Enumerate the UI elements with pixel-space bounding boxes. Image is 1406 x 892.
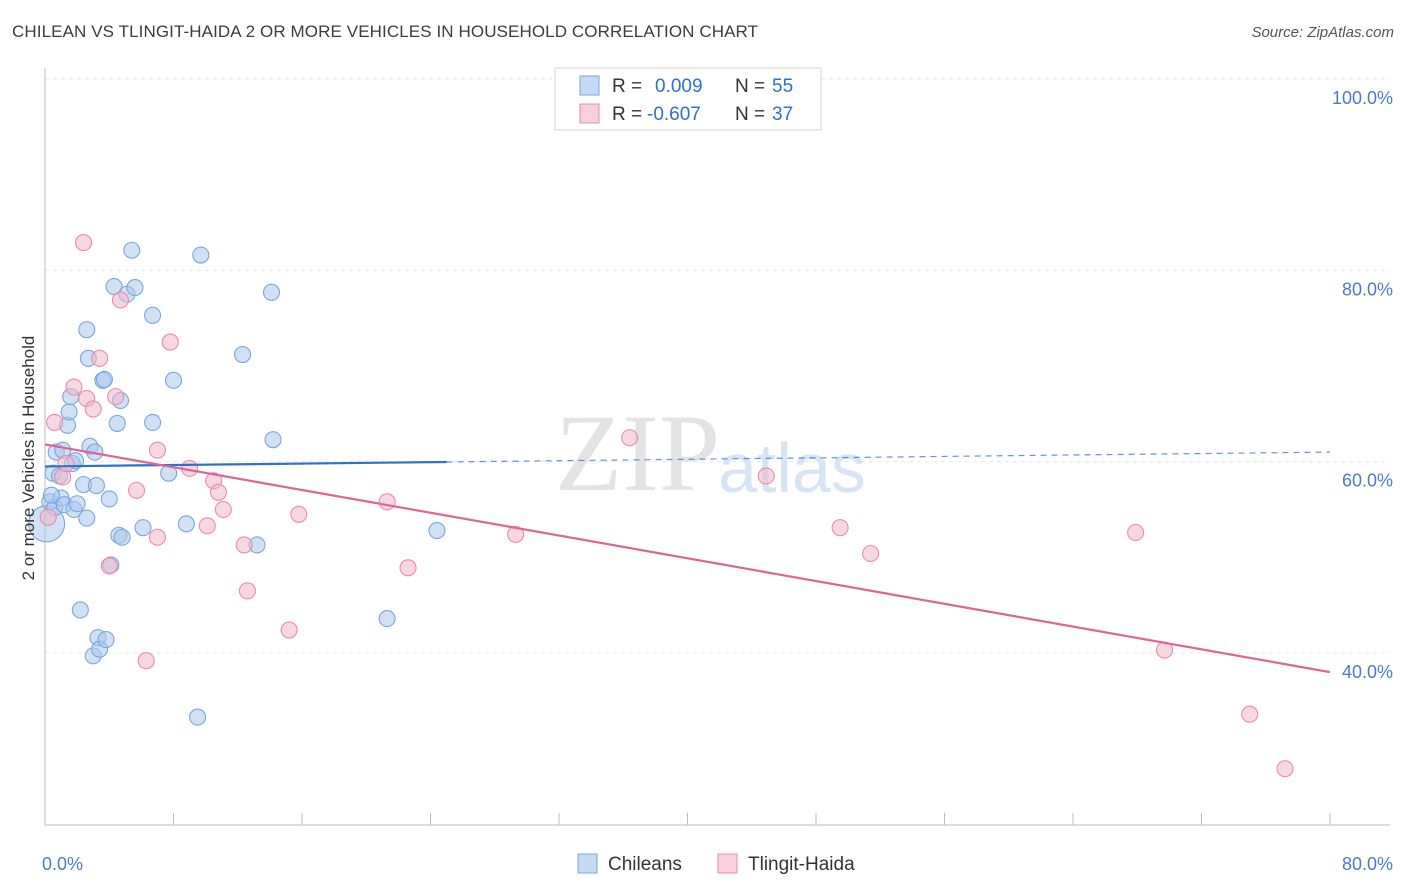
- point-chileans: [71, 601, 89, 619]
- point-chileans: [144, 306, 162, 324]
- point-chileans: [78, 321, 96, 339]
- stats-n-value: 55: [772, 76, 793, 97]
- y-tick-label: 60.0%: [1342, 471, 1393, 491]
- point-chileans: [87, 477, 105, 495]
- point-tlingit-haida: [1241, 705, 1259, 723]
- stats-swatch-tlingit-haida: [579, 103, 600, 124]
- point-tlingit-haida: [148, 441, 166, 459]
- point-tlingit-haida: [507, 525, 525, 543]
- x-tick-label: 80.0%: [1342, 854, 1393, 874]
- point-chileans: [97, 631, 115, 649]
- point-chileans: [262, 283, 281, 301]
- point-tlingit-haida: [148, 528, 166, 546]
- stats-r-label: R =: [612, 76, 642, 97]
- source-credit: Source: ZipAtlas.com: [1251, 24, 1394, 41]
- point-tlingit-haida: [46, 413, 64, 431]
- legend: Chileans Tlingit-Haida: [577, 853, 855, 875]
- point-tlingit-haida: [831, 519, 849, 537]
- point-tlingit-haida: [238, 582, 256, 600]
- stats-n-label: N =: [735, 104, 765, 125]
- point-tlingit-haida: [65, 378, 83, 396]
- point-tlingit-haida: [91, 349, 109, 367]
- y-tick-label: 100.0%: [1332, 88, 1393, 108]
- legend-label-chileans: Chileans: [608, 854, 682, 875]
- point-chileans: [60, 403, 78, 421]
- point-tlingit-haida: [39, 508, 57, 526]
- point-tlingit-haida: [111, 291, 130, 309]
- stats-r-label: R =: [612, 104, 642, 125]
- legend-swatch-chileans: [577, 853, 598, 874]
- point-tlingit-haida: [1127, 523, 1145, 542]
- point-tlingit-haida: [128, 481, 146, 499]
- stats-swatch-chileans: [579, 75, 600, 96]
- watermark-zip: ZIP: [555, 392, 720, 514]
- watermark-atlas: atlas: [718, 429, 866, 507]
- y-tick-label: 80.0%: [1342, 279, 1393, 299]
- point-tlingit-haida: [290, 505, 308, 523]
- trend-lines: [44, 443, 1331, 674]
- point-chileans: [177, 515, 195, 533]
- point-tlingit-haida: [399, 559, 417, 577]
- point-chileans: [144, 413, 162, 431]
- chart-title: CHILEAN VS TLINGIT-HAIDA 2 OR MORE VEHIC…: [12, 22, 759, 41]
- point-tlingit-haida: [198, 517, 216, 535]
- point-chileans: [189, 708, 207, 726]
- point-chileans: [164, 371, 183, 389]
- point-chileans: [42, 486, 60, 504]
- point-tlingit-haida: [75, 234, 93, 252]
- point-chileans: [134, 519, 152, 537]
- x-tick-labels: 0.0% 80.0%: [42, 854, 1393, 874]
- watermark: ZIP atlas: [555, 392, 866, 514]
- point-chileans: [378, 610, 396, 628]
- point-tlingit-haida: [100, 557, 118, 575]
- y-axis-title: 2 or more Vehicles in Household: [19, 336, 38, 581]
- point-chileans: [108, 414, 126, 432]
- point-chileans: [126, 279, 144, 297]
- point-tlingit-haida: [1276, 760, 1294, 778]
- point-tlingit-haida: [621, 429, 639, 447]
- point-tlingit-haida: [107, 388, 125, 406]
- point-chileans: [123, 241, 141, 259]
- point-chileans: [192, 246, 210, 264]
- point-tlingit-haida: [214, 500, 232, 519]
- stats-n-label: N =: [735, 76, 765, 97]
- point-tlingit-haida: [280, 621, 298, 639]
- trend-chileans-solid: [44, 460, 447, 468]
- trend-chileans-dashed: [446, 451, 1331, 463]
- point-chileans: [428, 521, 446, 540]
- stats-box: R = 0.009 N = 55 R = -0.607 N = 37: [554, 67, 822, 131]
- stats-r-value: -0.607: [647, 104, 701, 125]
- y-tick-label: 40.0%: [1342, 662, 1393, 682]
- point-chileans: [264, 431, 282, 449]
- legend-item-chileans[interactable]: Chileans: [577, 853, 682, 875]
- point-tlingit-haida: [378, 493, 396, 511]
- legend-item-tlingit-haida[interactable]: Tlingit-Haida: [717, 853, 855, 875]
- point-tlingit-haida: [209, 483, 228, 501]
- point-chileans: [78, 509, 96, 527]
- grid: [45, 78, 1390, 654]
- point-chileans: [95, 370, 113, 388]
- point-tlingit-haida: [137, 652, 155, 670]
- point-tlingit-haida: [84, 400, 102, 418]
- trend-tlingit-haida-solid: [44, 443, 1331, 674]
- point-chileans: [234, 345, 252, 364]
- stats-n-value: 37: [772, 104, 793, 125]
- axes: [44, 68, 1390, 826]
- point-tlingit-haida: [235, 536, 253, 554]
- stats-r-value: 0.009: [655, 76, 703, 97]
- data-points: [28, 234, 1294, 778]
- legend-swatch-tlingit-haida: [717, 853, 738, 874]
- y-tick-labels: 100.0% 80.0% 60.0% 40.0%: [1332, 88, 1393, 682]
- point-tlingit-haida: [161, 333, 179, 351]
- point-chileans: [100, 490, 118, 508]
- x-tick-label: 0.0%: [42, 854, 83, 874]
- point-chileans: [113, 528, 131, 546]
- point-tlingit-haida: [757, 467, 775, 485]
- legend-label-tlingit-haida: Tlingit-Haida: [748, 854, 855, 875]
- point-tlingit-haida: [57, 455, 75, 473]
- point-tlingit-haida: [862, 544, 880, 563]
- point-chileans: [68, 495, 86, 513]
